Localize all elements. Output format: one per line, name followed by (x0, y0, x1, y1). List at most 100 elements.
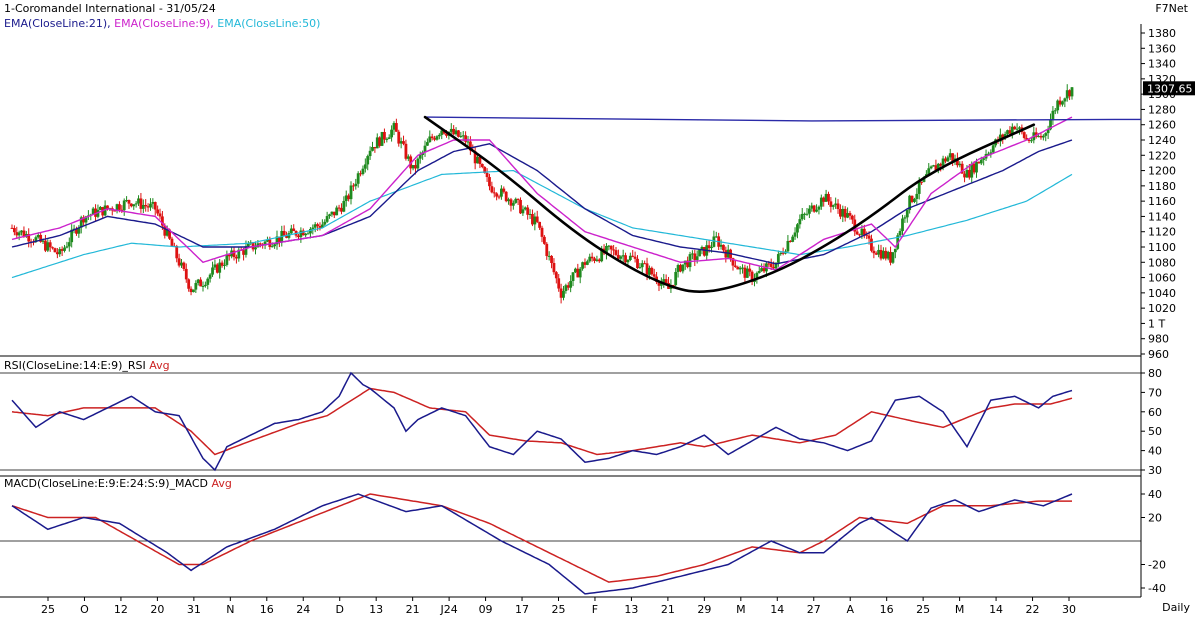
candle-body (70, 229, 74, 243)
candle-body (442, 130, 446, 134)
macd-tick-label: -40 (1148, 582, 1166, 595)
candle-body (1049, 119, 1052, 130)
candle-body (898, 230, 902, 236)
candle-body (153, 202, 157, 210)
candle-body (433, 138, 436, 140)
candle-body (736, 266, 740, 270)
candle-body (163, 225, 167, 236)
candle-body (566, 285, 570, 288)
candle-body (896, 235, 900, 249)
candle-body (998, 134, 1002, 142)
candle-body (793, 232, 797, 237)
rsi-tick-label: 30 (1148, 464, 1162, 477)
candle-body (769, 263, 773, 267)
candle-body (707, 245, 711, 249)
candle-body (242, 250, 245, 255)
candle-body (194, 283, 198, 290)
candle-body (390, 129, 393, 138)
candle-body (774, 262, 778, 269)
candle-body (306, 233, 310, 235)
candle-body (698, 249, 701, 257)
rsi-tick-label: 50 (1148, 425, 1162, 438)
candle-body (511, 202, 515, 206)
candle-body (514, 198, 518, 203)
candle-body (762, 268, 766, 272)
candle-body (1010, 126, 1014, 134)
candle-body (1025, 137, 1029, 140)
candle-body (948, 153, 952, 158)
candle-body (640, 263, 644, 268)
candle-body (595, 259, 599, 261)
candle-body (36, 234, 40, 238)
candle-body (531, 213, 534, 225)
candle-body (695, 256, 699, 260)
candle-body (500, 188, 503, 197)
candle-body (277, 236, 281, 242)
candle-body (870, 238, 873, 251)
date-tick-label: 13 (624, 603, 638, 616)
candle-body (843, 208, 847, 218)
candle-body (225, 254, 229, 265)
resistance-line (424, 116, 1141, 122)
candle-body (860, 228, 864, 236)
candle-body (359, 173, 362, 175)
candle-body (941, 158, 945, 166)
candle-body (220, 262, 224, 266)
candle-body (1027, 139, 1031, 141)
candle-body (299, 230, 303, 238)
price-tick-label: 1200 (1148, 165, 1176, 178)
candle-body (449, 128, 453, 132)
candle-body (913, 198, 916, 202)
candle-body (867, 235, 871, 239)
candle-body (218, 262, 222, 273)
candle-body (275, 236, 279, 245)
price-tick-label: 1220 (1148, 149, 1176, 162)
candle-body (428, 136, 432, 143)
candle-body (141, 204, 145, 209)
candle-body (328, 214, 331, 217)
candle-body (507, 199, 510, 202)
candle-body (235, 257, 238, 259)
candle-body (691, 253, 694, 255)
candle-body (554, 272, 558, 279)
candle-body (12, 228, 16, 233)
candle-body (772, 266, 775, 269)
candle-body (862, 228, 866, 235)
price-tick-label: 1240 (1148, 134, 1176, 147)
date-tick-label: M (955, 603, 965, 616)
date-tick-label: 20 (150, 603, 164, 616)
candle-body (614, 250, 618, 255)
candle-body (722, 244, 725, 251)
candle-body (550, 255, 553, 264)
candle-body (323, 221, 327, 225)
date-tick-label: O (80, 603, 89, 616)
candle-body (538, 221, 542, 228)
price-tick-label: 1280 (1148, 103, 1176, 116)
candle-body (1015, 128, 1019, 130)
candle-body (583, 262, 587, 265)
candle-body (402, 141, 405, 144)
candle-body (1041, 135, 1045, 138)
candle-body (767, 263, 771, 265)
candle-body (445, 133, 448, 136)
candle-body (223, 264, 226, 266)
candle-body (1051, 110, 1055, 120)
candle-body (397, 131, 401, 144)
price-tick-label: 1380 (1148, 27, 1176, 40)
candle-body (120, 209, 124, 211)
candle-body (177, 258, 181, 266)
candle-body (301, 230, 305, 236)
candle-body (1068, 90, 1072, 97)
candle-body (917, 181, 921, 194)
candle-body (791, 236, 795, 242)
candle-body (60, 249, 64, 251)
price-tick-label: 1260 (1148, 119, 1176, 132)
candle-body (309, 228, 312, 234)
candle-body (125, 200, 128, 202)
candle-body (144, 204, 148, 207)
candle-body (1006, 130, 1009, 134)
candle-body (827, 193, 830, 202)
candle-body (965, 169, 969, 178)
macd-avg-label: Avg (211, 477, 232, 490)
candle-body (34, 237, 38, 243)
